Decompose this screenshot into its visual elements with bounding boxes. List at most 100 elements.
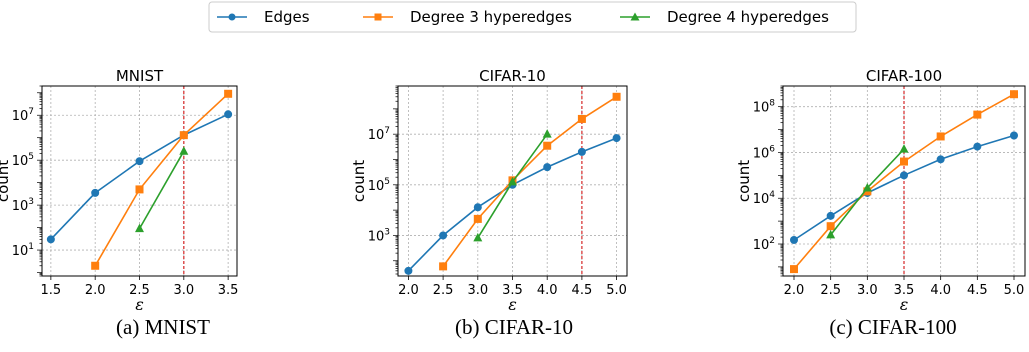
data-point <box>439 231 448 240</box>
y-tick-exponent: 7 <box>28 107 34 117</box>
series-line <box>50 113 229 240</box>
legend-label-degree4: Degree 4 hyperedges <box>667 8 829 26</box>
y-tick-exponent: 2 <box>769 236 775 246</box>
data-point <box>404 266 413 275</box>
x-tick-label: 2.0 <box>85 283 106 298</box>
data-point <box>1010 90 1018 99</box>
legend-item-degree4: Degree 4 hyperedges <box>620 8 829 26</box>
y-tick-label: 104 <box>753 190 776 207</box>
data-point <box>224 89 233 98</box>
y-tick-base: 10 <box>753 238 770 253</box>
legend-label-degree3: Degree 3 hyperedges <box>410 8 572 26</box>
panel-caption: (a) MNIST <box>116 315 210 339</box>
x-tick-label: 2.5 <box>433 283 454 298</box>
x-tick-label: 2.5 <box>129 283 150 298</box>
legend-label-edges: Edges <box>264 8 310 26</box>
y-tick-base: 10 <box>12 199 29 214</box>
panel-mnist: 1.5 2.0 2.5 3.0 3.5101103105107MNISTεcount(a… <box>0 67 238 339</box>
data-point <box>543 141 552 150</box>
data-point <box>577 114 586 123</box>
y-tick-label: 103 <box>368 227 390 244</box>
x-tick-label: 2.0 <box>398 283 419 298</box>
data-point <box>612 134 621 143</box>
data-point <box>1010 131 1018 140</box>
data-point <box>936 155 945 164</box>
panel-cifar100: 2.0 2.5 3.0 3.5 4.0 4.5 5.0102104106108CIFAR-1… <box>735 67 1026 339</box>
y-tick-label: 108 <box>753 99 776 116</box>
data-point <box>900 157 908 166</box>
panel-caption: (b) CIFAR-10 <box>455 315 573 339</box>
legend-item-degree3: Degree 3 hyperedges <box>363 8 572 26</box>
y-tick-exponent: 1 <box>28 242 34 252</box>
legend-marker-triangle <box>630 12 640 21</box>
y-tick-exponent: 5 <box>384 177 390 187</box>
x-tick-label: 3.5 <box>218 283 239 298</box>
y-tick-exponent: 4 <box>769 190 775 200</box>
y-tick-label: 105 <box>12 152 34 169</box>
legend-marker-circle <box>228 13 236 21</box>
y-tick-base: 10 <box>368 229 385 244</box>
y-axis-label: count <box>350 160 368 202</box>
data-point <box>135 223 144 233</box>
x-tick-label: 4.0 <box>930 283 951 298</box>
y-tick-base: 10 <box>368 179 385 194</box>
x-tick-label: 3.0 <box>857 283 878 298</box>
data-point <box>899 144 909 153</box>
data-point <box>542 129 552 138</box>
y-tick-base: 10 <box>12 244 29 259</box>
data-point <box>179 146 189 155</box>
data-point <box>936 132 945 141</box>
data-point <box>224 110 233 119</box>
x-axis-label: ε <box>900 295 909 314</box>
data-point <box>135 185 144 194</box>
data-point <box>91 188 100 197</box>
data-point <box>508 176 517 186</box>
x-tick-label: 4.5 <box>572 283 593 298</box>
data-point <box>473 214 482 223</box>
y-axis-label: count <box>735 160 753 202</box>
x-tick-label: 5.0 <box>1004 283 1025 298</box>
y-tick-base: 10 <box>368 128 385 143</box>
x-tick-label: 3.5 <box>502 283 523 298</box>
legend: Edges Degree 3 hyperedges Degree 4 hyper… <box>208 1 857 33</box>
x-tick-label: 2.5 <box>820 283 841 298</box>
y-tick-label: 101 <box>12 242 34 259</box>
y-tick-exponent: 5 <box>28 152 34 162</box>
x-axis-label: ε <box>508 295 517 314</box>
y-tick-label: 107 <box>12 107 34 124</box>
x-tick-label: 1.5 <box>41 283 62 298</box>
y-tick-base: 10 <box>12 109 29 124</box>
series-line <box>442 96 618 267</box>
series-line <box>138 150 185 229</box>
legend-item-edges: Edges <box>217 8 310 26</box>
x-tick-label: 4.0 <box>537 283 558 298</box>
x-axis-label: ε <box>135 295 144 314</box>
data-point <box>543 163 552 172</box>
y-tick-label: 105 <box>368 177 390 194</box>
y-tick-label: 106 <box>753 144 776 161</box>
data-point <box>473 203 482 212</box>
y-tick-exponent: 3 <box>384 227 390 237</box>
y-tick-base: 10 <box>12 154 29 169</box>
data-point <box>826 222 835 231</box>
data-point <box>790 235 798 244</box>
panel-caption: (c) CIFAR-100 <box>829 315 956 339</box>
panel-cifar10: 2.0 2.5 3.0 3.5 4.0 4.5 5.0103105107CIFAR-10εc… <box>350 67 628 339</box>
y-tick-exponent: 8 <box>769 99 775 109</box>
series-line <box>94 93 229 267</box>
panel-title: CIFAR-10 <box>479 67 546 85</box>
x-tick-label: 3.0 <box>467 283 488 298</box>
y-axis-label: count <box>0 160 12 202</box>
data-point <box>439 262 448 271</box>
data-point <box>973 142 982 151</box>
y-tick-base: 10 <box>753 101 770 116</box>
data-point <box>826 229 836 239</box>
panel-title: MNIST <box>116 67 164 85</box>
legend-marker-square <box>374 13 382 21</box>
x-tick-label: 3.5 <box>894 283 915 298</box>
y-tick-exponent: 6 <box>769 144 775 154</box>
data-point <box>179 131 188 140</box>
data-point <box>577 147 586 156</box>
x-tick-label: 4.5 <box>967 283 988 298</box>
